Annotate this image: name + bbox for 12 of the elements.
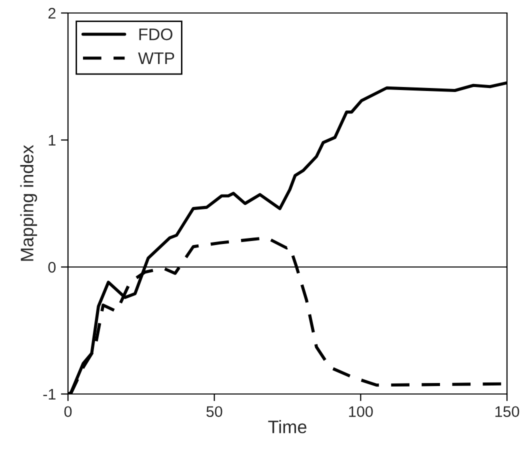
- legend-label: FDO: [139, 28, 172, 40]
- legend-label: WTP: [138, 52, 174, 64]
- x-tick-label: 0: [64, 406, 72, 418]
- x-tick-label: 50: [206, 406, 222, 418]
- x-tick-label: 100: [349, 406, 373, 418]
- y-tick-label: -1: [43, 389, 56, 400]
- y-tick-label: 1: [48, 135, 56, 146]
- y-tick-label: 2: [48, 8, 56, 19]
- y-axis-title: Mapping index: [20, 144, 38, 261]
- x-tick-label: 150: [495, 406, 520, 418]
- y-tick-label: 0: [48, 262, 56, 273]
- x-axis-title: Time: [268, 420, 306, 434]
